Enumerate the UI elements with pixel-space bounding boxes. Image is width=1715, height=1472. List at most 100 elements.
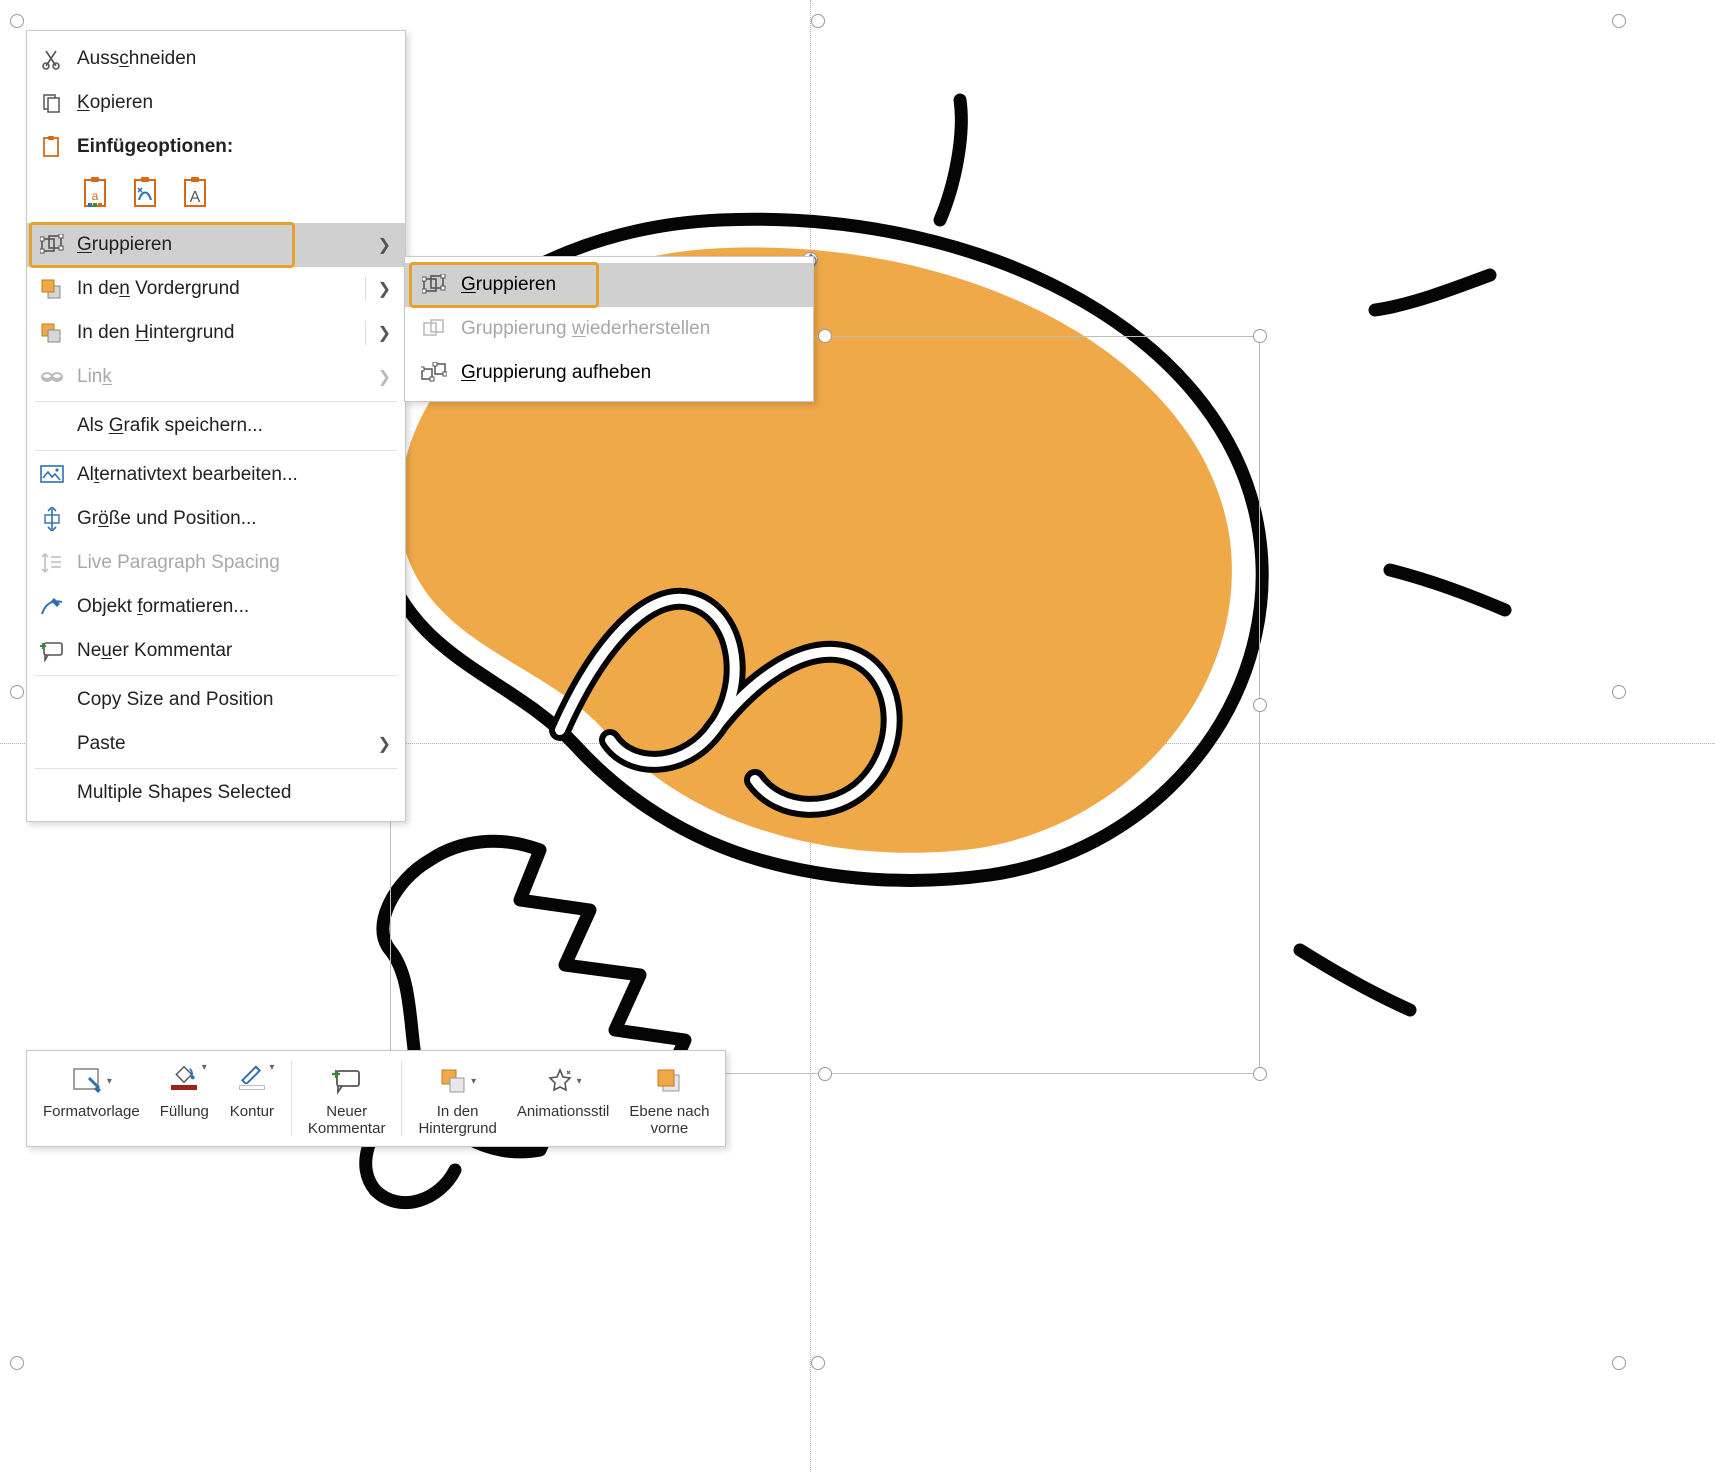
menu-item-multiple-shapes[interactable]: Multiple Shapes Selected	[27, 771, 405, 815]
menu-item-copy-size[interactable]: Copy Size and Position	[27, 678, 405, 722]
menu-item-live-paragraph: Live Paragraph Spacing	[27, 541, 405, 585]
menu-separator	[35, 450, 397, 451]
menu-separator	[35, 768, 397, 769]
style-icon: ▾	[71, 1061, 112, 1101]
separator	[365, 321, 366, 345]
cut-icon	[37, 46, 67, 72]
submenu-arrow-icon: ❯	[378, 323, 391, 343]
menu-item-alt-text[interactable]: Alternativtext bearbeiten...	[27, 453, 405, 497]
menu-item-label: In den Hintergrund	[77, 322, 353, 344]
selection-handle[interactable]	[1612, 1356, 1626, 1370]
new-comment-icon	[331, 1061, 363, 1101]
mini-toolbar: ▾ Formatvorlage ▾ Füllung ▾ Kontur	[26, 1050, 726, 1147]
tb-send-back[interactable]: ▾ In denHintergrund	[410, 1057, 504, 1140]
tb-label: In denHintergrund	[418, 1103, 496, 1138]
send-to-back-icon: ▾	[439, 1061, 476, 1101]
menu-item-paste-header: Einfügeoptionen:	[27, 125, 405, 169]
fill-icon: ▾	[170, 1061, 198, 1101]
tb-new-comment[interactable]: NeuerKommentar	[300, 1057, 394, 1140]
new-comment-icon	[37, 638, 67, 664]
selection-handle[interactable]	[10, 1356, 24, 1370]
menu-item-label: Multiple Shapes Selected	[77, 782, 391, 804]
ungroup-icon	[419, 360, 449, 386]
menu-item-size-position[interactable]: Größe und Position...	[27, 497, 405, 541]
slide-canvas[interactable]: Ausschneiden Kopieren Einfügeoptionen: a…	[0, 0, 1715, 1472]
menu-item-label: Paste	[77, 733, 378, 755]
toolbar-separator	[291, 1061, 292, 1136]
group-icon	[37, 232, 67, 258]
menu-item-link: Link ❯	[27, 355, 405, 399]
toolbar-separator	[401, 1061, 402, 1136]
context-menu: Ausschneiden Kopieren Einfügeoptionen: a…	[26, 30, 406, 822]
submenu-arrow-icon: ❯	[378, 367, 391, 387]
menu-item-new-comment[interactable]: Neuer Kommentar	[27, 629, 405, 673]
copy-icon	[37, 90, 67, 116]
menu-item-label: Gruppierung aufheben	[461, 362, 651, 384]
paste-options-row: a A	[27, 169, 405, 223]
paste-option-use-destination[interactable]: a	[77, 173, 117, 213]
layer-forward-icon	[656, 1061, 682, 1101]
separator	[365, 277, 366, 301]
blank-icon	[37, 413, 67, 439]
submenu-arrow-icon: ❯	[378, 235, 391, 255]
format-object-icon	[37, 594, 67, 620]
menu-item-label: Gruppierung wiederherstellen	[461, 318, 710, 340]
blank-icon	[37, 731, 67, 757]
menu-item-label: Als Grafik speichern...	[77, 415, 391, 437]
menu-item-paste[interactable]: Paste ❯	[27, 722, 405, 766]
menu-item-label: Link	[77, 366, 378, 388]
svg-text:a: a	[92, 189, 99, 203]
menu-item-save-as-picture[interactable]: Als Grafik speichern...	[27, 404, 405, 448]
selection-handle[interactable]	[10, 14, 24, 28]
menu-item-label: Neuer Kommentar	[77, 640, 391, 662]
menu-item-send-back[interactable]: In den Hintergrund ❯	[27, 311, 405, 355]
selection-handle[interactable]	[811, 1356, 825, 1370]
submenu-item-regroup: Gruppierung wiederherstellen	[405, 307, 813, 351]
bring-to-front-icon	[37, 276, 67, 302]
group-submenu: Gruppieren Gruppierung wiederherstellen …	[404, 256, 814, 402]
tb-layer-forward[interactable]: Ebene nachvorne	[621, 1057, 717, 1140]
outline-icon: ▾	[238, 1061, 266, 1101]
tb-fill[interactable]: ▾ Füllung	[152, 1057, 217, 1140]
send-to-back-icon	[37, 320, 67, 346]
paste-option-picture[interactable]	[127, 173, 167, 213]
menu-item-label: Ausschneiden	[77, 48, 391, 70]
menu-separator	[35, 401, 397, 402]
paste-option-text-only[interactable]: A	[177, 173, 217, 213]
selection-handle[interactable]	[10, 685, 24, 699]
tb-label: Kontur	[230, 1103, 274, 1120]
submenu-item-group[interactable]: Gruppieren	[405, 263, 813, 307]
menu-item-copy[interactable]: Kopieren	[27, 81, 405, 125]
tb-outline[interactable]: ▾ Kontur	[221, 1057, 283, 1140]
submenu-arrow-icon: ❯	[378, 279, 391, 299]
paste-icon	[37, 134, 67, 160]
size-position-icon	[37, 506, 67, 532]
selection-handle[interactable]	[811, 14, 825, 28]
tb-label: Füllung	[160, 1103, 209, 1120]
menu-item-label: Kopieren	[77, 92, 391, 114]
submenu-item-ungroup[interactable]: Gruppierung aufheben	[405, 351, 813, 395]
menu-item-label: Gruppieren	[77, 234, 378, 256]
selection-handle[interactable]	[1612, 14, 1626, 28]
tb-style[interactable]: ▾ Formatvorlage	[35, 1057, 148, 1140]
menu-separator	[35, 675, 397, 676]
submenu-arrow-icon: ❯	[378, 734, 391, 754]
menu-item-label: Gruppieren	[461, 274, 556, 296]
selection-handle[interactable]	[1612, 685, 1626, 699]
menu-item-label: Copy Size and Position	[77, 689, 391, 711]
group-icon	[419, 272, 449, 298]
blank-icon	[37, 780, 67, 806]
menu-item-label: In den Vordergrund	[77, 278, 353, 300]
menu-item-format-object[interactable]: Objekt formatieren...	[27, 585, 405, 629]
tb-animation[interactable]: ▾ Animationsstil	[509, 1057, 618, 1140]
blank-icon	[37, 687, 67, 713]
tb-label: Animationsstil	[517, 1103, 610, 1120]
menu-item-bring-front[interactable]: In den Vordergrund ❯	[27, 267, 405, 311]
regroup-icon	[419, 316, 449, 342]
menu-item-group[interactable]: Gruppieren ❯	[27, 223, 405, 267]
menu-item-cut[interactable]: Ausschneiden	[27, 37, 405, 81]
tb-label: NeuerKommentar	[308, 1103, 386, 1138]
tb-label: Formatvorlage	[43, 1103, 140, 1120]
menu-item-label: Größe und Position...	[77, 508, 391, 530]
menu-item-label: Live Paragraph Spacing	[77, 552, 391, 574]
